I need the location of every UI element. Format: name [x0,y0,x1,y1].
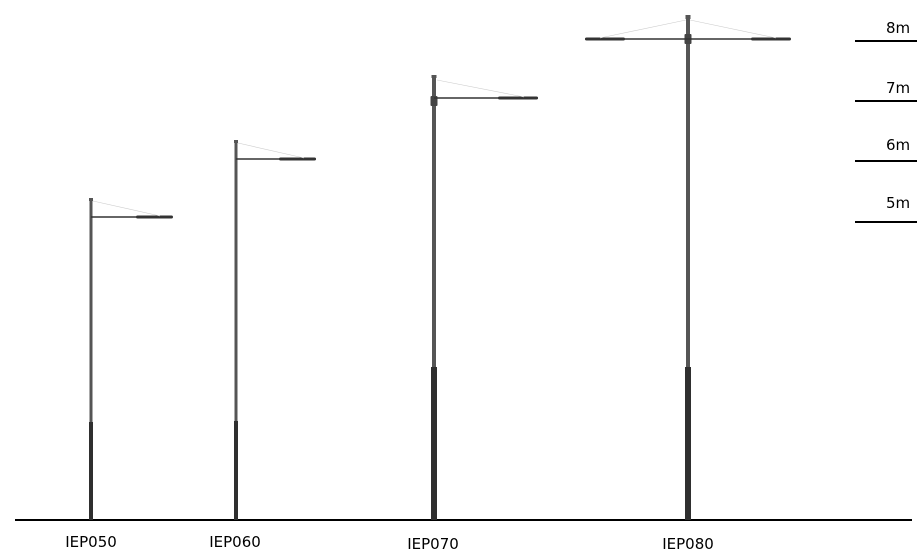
pole-shaft-lower [234,421,238,520]
pole-shaft-upper [432,77,436,367]
pole-shaft-upper [686,17,690,367]
pole-shaft-lower [685,367,691,520]
pole-label-iep050: IEP050 [65,533,117,551]
pole-iep080: IEP080 [585,15,791,552]
tie-wire-right [689,19,777,39]
tie-wire [436,79,525,98]
luminaire-head-left [585,37,625,41]
height-scale: 8m 7m 6m 5m [855,19,917,223]
pole-shaft-lower [89,422,93,520]
luminaire-head [136,215,173,219]
pole-shaft-upper [234,142,238,421]
pole-top-cap [234,140,238,143]
luminaire-head-right [751,37,791,41]
pole-iep070: IEP070 [407,75,538,552]
height-label-6m: 6m [886,136,910,154]
luminaire-head [279,157,316,161]
pole-label-iep070: IEP070 [407,535,459,552]
pole-label-iep080: IEP080 [662,535,714,552]
pole-top-cap [89,198,93,201]
tie-wire [237,142,305,159]
luminaire-head [498,96,538,100]
pole-iep060: IEP060 [209,140,316,551]
height-label-8m: 8m [886,19,910,37]
pole-shaft-lower [431,367,437,520]
tie-wire-left [599,19,687,39]
height-label-7m: 7m [886,79,910,97]
pole-top-cap [431,75,437,78]
height-label-5m: 5m [886,194,910,212]
pole-shaft-upper [89,200,93,422]
pole-label-iep060: IEP060 [209,533,261,551]
tie-wire [92,200,161,217]
pole-iep050: IEP050 [65,198,173,551]
pole-top-cap [685,15,691,19]
